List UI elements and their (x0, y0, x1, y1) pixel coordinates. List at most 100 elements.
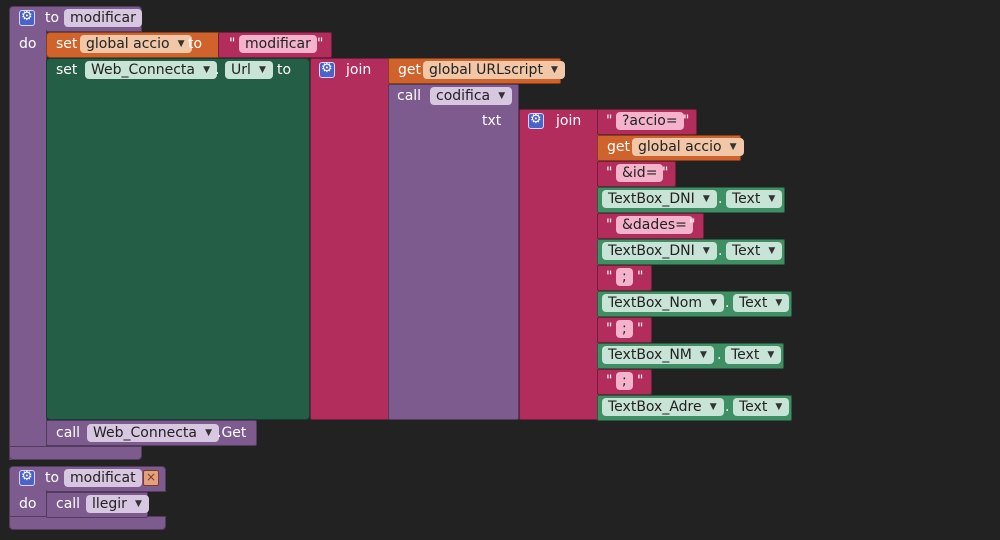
close-quote: " (689, 217, 696, 233)
text-value-dades[interactable]: &dades= (616, 216, 693, 234)
get-variable-dropdown-2[interactable]: global accio ▼ (632, 138, 744, 156)
call-procedure-dropdown-2[interactable]: llegir ▼ (86, 495, 149, 513)
component-dropdown-adre[interactable]: TextBox_Adre ▼ (602, 398, 724, 416)
component-label: TextBox_NM (608, 347, 692, 363)
do-keyword: do (19, 36, 37, 52)
do-keyword: do (19, 496, 37, 512)
dropdown-arrow-icon: ▼ (775, 402, 783, 412)
open-quote: " (229, 36, 236, 52)
call-procedure-label: llegir (92, 496, 127, 512)
dot-separator: . (725, 399, 730, 415)
open-quote: " (606, 113, 613, 129)
call-procedure-block[interactable] (388, 84, 519, 420)
close-quote: " (637, 373, 644, 389)
component-label: TextBox_DNI (608, 191, 695, 207)
txt-argument-label: txt (482, 113, 502, 129)
get-keyword: get (398, 62, 421, 78)
dropdown-arrow-icon: ▼ (203, 65, 210, 75)
dropdown-arrow-icon: ▼ (205, 428, 212, 438)
dropdown-arrow-icon: ▼ (702, 246, 710, 256)
to-keyword-3: to (277, 62, 292, 78)
dropdown-arrow-icon: ▼ (709, 402, 717, 412)
join-block-outer[interactable] (310, 58, 390, 420)
set-keyword: set (56, 36, 78, 52)
dropdown-arrow-icon: ▼ (767, 350, 775, 360)
dropdown-arrow-icon: ▼ (775, 298, 783, 308)
component-label: Web_Connecta (91, 62, 195, 78)
open-quote: " (606, 165, 613, 181)
close-quote: " (637, 321, 644, 337)
dot-separator: . (725, 295, 730, 311)
dropdown-arrow-icon: ▼ (710, 298, 718, 308)
text-value-separator-2[interactable]: ; (616, 320, 633, 338)
property-dropdown-text-4[interactable]: Text ▼ (725, 346, 782, 364)
text-value-separator-1[interactable]: ; (616, 268, 633, 286)
dot-separator: . (718, 243, 723, 259)
mutator-gear-icon-2[interactable] (19, 469, 35, 486)
dropdown-arrow-icon: ▼ (729, 142, 737, 152)
call-keyword: call (397, 88, 422, 104)
dropdown-arrow-icon: ▼ (768, 246, 776, 256)
get-variable-dropdown[interactable]: global URLscript ▼ (423, 61, 565, 79)
close-icon[interactable]: × (143, 470, 159, 486)
call-component-label: Web_Connecta (93, 425, 197, 441)
dropdown-arrow-icon: ▼ (258, 65, 266, 75)
property-dropdown[interactable]: Url ▼ (225, 61, 273, 79)
dot-separator: . (717, 347, 722, 363)
open-quote: " (606, 321, 613, 337)
join-keyword: join (346, 62, 372, 78)
close-quote: " (683, 113, 690, 129)
close-quote: " (662, 165, 669, 181)
property-label: Text (739, 295, 768, 311)
procedure-name-field[interactable]: modificar (64, 9, 142, 27)
component-dropdown[interactable]: Web_Connecta ▼ (85, 61, 217, 79)
text-value-separator-3[interactable]: ; (616, 372, 633, 390)
property-label: Text (739, 399, 768, 415)
open-quote: " (606, 269, 613, 285)
component-dropdown-dni-2[interactable]: TextBox_DNI ▼ (602, 242, 717, 260)
join-block-inner[interactable] (519, 109, 599, 420)
component-label: TextBox_Adre (608, 399, 702, 415)
variable-name-dropdown[interactable]: global accio ▼ (80, 35, 192, 53)
call-procedure-dropdown[interactable]: codifica ▼ (430, 87, 513, 105)
dropdown-arrow-icon: ▼ (699, 350, 707, 360)
component-dropdown-nom[interactable]: TextBox_Nom ▼ (602, 294, 725, 312)
dropdown-arrow-icon: ▼ (498, 91, 506, 101)
join-gear-icon[interactable] (319, 61, 335, 78)
open-quote: " (606, 373, 613, 389)
property-dropdown-text-2[interactable]: Text ▼ (726, 242, 783, 260)
mutator-gear-icon[interactable] (19, 9, 35, 26)
component-dropdown-dni-1[interactable]: TextBox_DNI ▼ (602, 190, 717, 208)
dropdown-arrow-icon: ▼ (768, 194, 776, 204)
property-label: Text (731, 347, 760, 363)
close-quote: " (317, 36, 324, 52)
join-keyword-2: join (556, 113, 582, 129)
property-dropdown-text-1[interactable]: Text ▼ (726, 190, 783, 208)
call-method-label: .Get (217, 425, 247, 441)
procedure-name-field-2[interactable]: modificat (64, 469, 142, 487)
text-value-accio[interactable]: ?accio= (616, 112, 684, 130)
dropdown-arrow-icon: ▼ (702, 194, 710, 204)
procedure-footer (9, 446, 142, 460)
property-dropdown-text-5[interactable]: Text ▼ (733, 398, 790, 416)
procedure-body-rail (9, 30, 47, 460)
set-keyword-2: set (56, 62, 78, 78)
property-label: Text (732, 191, 761, 207)
component-dropdown-nm[interactable]: TextBox_NM ▼ (602, 346, 714, 364)
dropdown-arrow-icon: ▼ (551, 65, 558, 75)
property-label: Url (231, 62, 251, 78)
text-value-field[interactable]: modificar (239, 35, 317, 53)
component-label: TextBox_Nom (608, 295, 703, 311)
get-variable-label-2: global accio (638, 139, 722, 155)
dot-separator: . (215, 62, 220, 78)
property-dropdown-text-3[interactable]: Text ▼ (733, 294, 790, 312)
property-label: Text (732, 243, 761, 259)
close-quote: " (637, 269, 644, 285)
set-component-property-block[interactable] (46, 58, 310, 420)
text-value-id[interactable]: &id= (616, 164, 664, 182)
join-gear-icon-2[interactable] (528, 112, 544, 129)
open-quote: " (606, 217, 613, 233)
call-keyword-2: call (56, 425, 81, 441)
call-component-dropdown[interactable]: Web_Connecta ▼ (87, 424, 219, 442)
component-label: TextBox_DNI (608, 243, 695, 259)
